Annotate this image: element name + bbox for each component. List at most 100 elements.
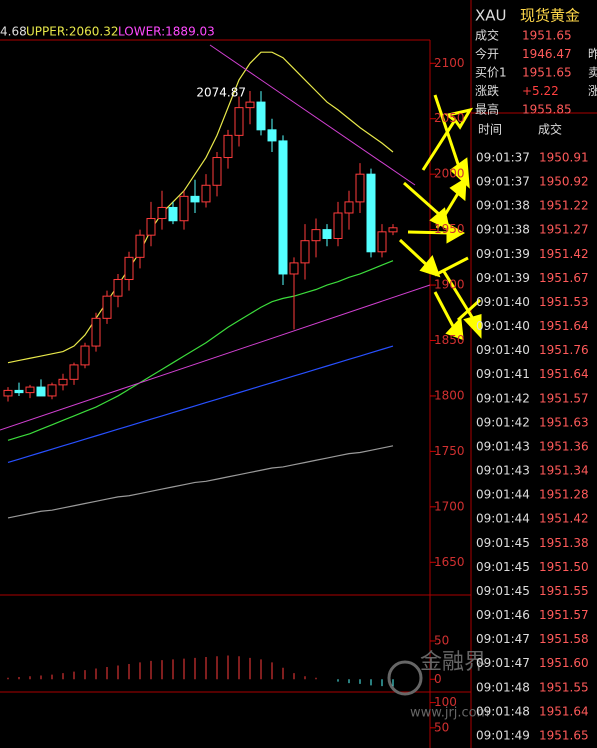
quote-label-cut: 昨 — [588, 47, 597, 61]
quote-label: 涨跌 — [475, 83, 499, 98]
trade-price: 1951.57 — [539, 391, 589, 405]
candle-body — [289, 262, 299, 275]
candle-body — [157, 206, 167, 220]
peak-annotation: 2074.87 — [196, 86, 246, 100]
candle-body — [58, 378, 68, 386]
trade-time: 09:01:43 — [476, 464, 530, 478]
candle-body — [366, 173, 376, 253]
trade-time: 09:01:40 — [476, 343, 530, 357]
candle-body — [47, 384, 57, 397]
indicator-line — [7, 51, 394, 364]
candle-body — [14, 389, 24, 394]
candle-body — [135, 234, 145, 258]
annotation-arrows — [398, 94, 482, 341]
y-tick-label: 1750 — [434, 444, 465, 458]
candle-body — [113, 279, 123, 297]
trade-price: 1951.67 — [539, 271, 589, 285]
y-tick-label: 1950 — [434, 222, 465, 236]
indicator-line — [7, 345, 394, 464]
trade-time: 09:01:48 — [476, 680, 530, 694]
candle-body — [212, 157, 222, 186]
candle-body — [179, 195, 189, 222]
trade-time: 09:01:49 — [476, 728, 530, 742]
candle-body — [344, 201, 354, 214]
trade-time: 09:01:47 — [476, 632, 530, 646]
trade-time: 09:01:41 — [476, 367, 530, 381]
watermark-url: www.jrj.com — [410, 706, 489, 721]
indicator-upper: UPPER:2060.32 — [26, 25, 118, 39]
candle-body — [333, 212, 343, 239]
trade-time: 09:01:39 — [476, 271, 530, 285]
trade-price: 1951.28 — [539, 488, 589, 502]
candle-body — [377, 231, 387, 253]
quote-value: 1951.65 — [522, 29, 572, 43]
trade-price: 1951.64 — [539, 367, 589, 381]
trade-price: 1951.22 — [539, 199, 589, 213]
candle-body — [168, 206, 178, 222]
quote-label-cut: 涨 — [588, 83, 597, 98]
quote-value: +5.22 — [522, 84, 559, 98]
quote-label: 最高 — [475, 102, 499, 117]
trade-time: 09:01:44 — [476, 488, 530, 502]
trade-time: 09:01:42 — [476, 391, 530, 405]
trades-header: 时间 — [478, 123, 502, 137]
quote-value: 1951.65 — [522, 66, 572, 80]
candle-body — [80, 345, 90, 366]
trendline — [209, 44, 416, 186]
trade-price: 1951.53 — [539, 295, 589, 309]
candle-body — [3, 389, 13, 397]
y-tick-label: 1700 — [434, 499, 465, 513]
instrument-name: 现货黄金 — [520, 7, 580, 25]
quote-label: 成交 — [475, 28, 499, 43]
trade-price: 1951.57 — [539, 608, 589, 622]
candle-body — [322, 229, 332, 239]
y-tick-label: 2100 — [434, 56, 465, 70]
candle-body — [190, 195, 200, 203]
candle-body — [223, 134, 233, 159]
y-tick-label: 0 — [434, 672, 442, 686]
candle-body — [69, 364, 79, 380]
trade-time: 09:01:42 — [476, 415, 530, 429]
trade-price: 1950.91 — [539, 151, 589, 165]
trade-time: 09:01:45 — [476, 536, 530, 550]
candle-body — [388, 227, 398, 233]
candle-body — [234, 107, 244, 136]
trade-price: 1951.60 — [539, 656, 589, 670]
trade-time: 09:01:46 — [476, 608, 530, 622]
y-tick-label: 50 — [434, 720, 449, 734]
trade-time: 09:01:40 — [476, 295, 530, 309]
trade-time: 09:01:38 — [476, 199, 530, 213]
y-tick-label: 1650 — [434, 555, 465, 569]
trade-price: 1951.50 — [539, 560, 589, 574]
quote-label-cut: 卖 — [588, 66, 597, 80]
trade-time: 09:01:45 — [476, 584, 530, 598]
y-tick-label: 1850 — [434, 333, 465, 347]
candle-body — [256, 101, 266, 131]
trade-time: 09:01:45 — [476, 560, 530, 574]
trade-time: 09:01:47 — [476, 656, 530, 670]
trade-time: 09:01:39 — [476, 247, 530, 261]
candle-body — [355, 173, 365, 203]
candle-body — [278, 140, 288, 275]
trade-price: 1951.64 — [539, 704, 589, 718]
trade-price: 1951.64 — [539, 319, 589, 333]
candle-body — [311, 229, 321, 242]
trade-price: 1951.42 — [539, 247, 589, 261]
indicator-line — [7, 445, 394, 519]
trade-price: 1951.76 — [539, 343, 589, 357]
trade-price: 1951.42 — [539, 512, 589, 526]
trade-price: 1951.63 — [539, 415, 589, 429]
trade-price: 1951.58 — [539, 632, 589, 646]
indicator-line — [7, 260, 394, 441]
watermark-brand: 金融界 — [420, 650, 486, 675]
trendline — [0, 284, 431, 431]
trade-time: 09:01:48 — [476, 704, 530, 718]
trade-time: 09:01:40 — [476, 319, 530, 333]
indicator-fragment: 4.68 — [0, 25, 27, 39]
y-tick-label: 1800 — [434, 388, 465, 402]
y-tick-label: 2050 — [434, 111, 465, 125]
trade-price: 1951.38 — [539, 536, 589, 550]
trade-time: 09:01:44 — [476, 512, 530, 526]
candle-body — [245, 101, 255, 109]
